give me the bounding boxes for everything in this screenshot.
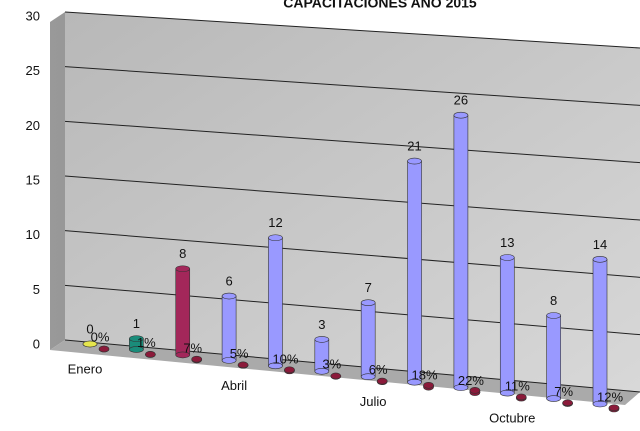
value-label: 13 [500,235,514,250]
value-label: 5% [230,346,249,361]
cylinder-base [592,400,608,408]
value-label: 3% [322,357,341,372]
grid-line [64,339,640,393]
value-label: 26 [454,93,468,108]
y-tick-label: 15 [26,172,40,187]
grid-line [64,284,640,336]
cylinder-base [453,384,469,391]
value-label: 7% [183,340,202,355]
value-label: 8 [179,246,186,261]
x-tick-label: Enero [68,361,103,376]
y-tick-label: 0 [33,336,40,351]
value-label: 0 [86,321,93,336]
x-tick-label: Abril [221,378,247,393]
cylinder-top [407,157,422,165]
value-label: 3 [318,317,325,332]
value-label: 7 [365,280,372,295]
cylinder-top [499,254,515,261]
cylinder-base [175,351,191,359]
cylinder [268,237,283,367]
y-tick-label: 30 [26,8,40,23]
cylinder-base [546,395,561,402]
cylinder-base [314,367,330,375]
cylinder-top [330,372,342,380]
cylinder-base [407,378,422,386]
back-wall [65,12,640,392]
value-label: 8 [550,293,557,308]
value-label: 11% [505,379,530,394]
cylinder-top [98,345,110,353]
cylinder [407,160,422,383]
value-label: 14 [593,237,607,252]
chart-title: CAPACITACIONES AÑO 2015 [283,0,477,11]
value-label: 1% [137,335,156,350]
cylinder [453,114,469,388]
value-label: 1 [133,316,140,331]
y-tick-label: 10 [26,227,40,242]
y-tick-label: 5 [33,282,40,297]
cylinder-top [546,312,561,319]
y-tick-label: 25 [26,63,40,78]
grid-line [64,66,640,106]
value-label: 10% [272,351,298,366]
cylinder-top [515,393,527,401]
cylinder-top [82,340,98,348]
cylinder-top [129,335,144,342]
value-label: 6 [225,273,232,288]
cylinder-top [314,336,330,343]
grid-line [64,175,640,221]
cylinder-top [453,111,469,119]
grid-line [64,120,640,164]
cylinder-top [562,399,573,407]
cylinder-top [360,299,376,306]
value-label: 12% [597,389,623,404]
cylinder-base [360,373,376,381]
cylinder-top [175,265,191,273]
x-tick-label: Julio [360,394,387,409]
cylinder [499,257,515,394]
cylinder-top [284,366,295,374]
cylinder [592,259,608,405]
y-tick-label: 20 [26,118,40,133]
value-label: 6% [369,362,388,377]
cylinder-top [376,377,388,385]
value-label: 22% [458,373,484,388]
value-label: 0% [91,329,110,344]
grid-line [64,230,640,278]
cylinder-top [268,234,283,242]
value-label: 12 [268,215,282,230]
cylinder-base [129,346,144,353]
cylinder-top [145,351,156,358]
cylinder-top [237,361,249,369]
cylinder-base [221,357,237,364]
cylinder-top [592,256,608,263]
cylinder-top [191,355,203,363]
cylinder-top [423,381,434,389]
x-tick-label: Octubre [489,411,535,426]
cylinder-base [499,389,515,397]
value-label: 18% [412,368,438,383]
cylinder-top [608,404,620,412]
grid-line [64,11,640,49]
value-label: 21 [407,139,421,154]
cylinder-top [221,292,237,300]
cylinder-top [469,387,481,394]
cylinder-base [268,362,283,370]
value-label: 7% [554,384,573,399]
